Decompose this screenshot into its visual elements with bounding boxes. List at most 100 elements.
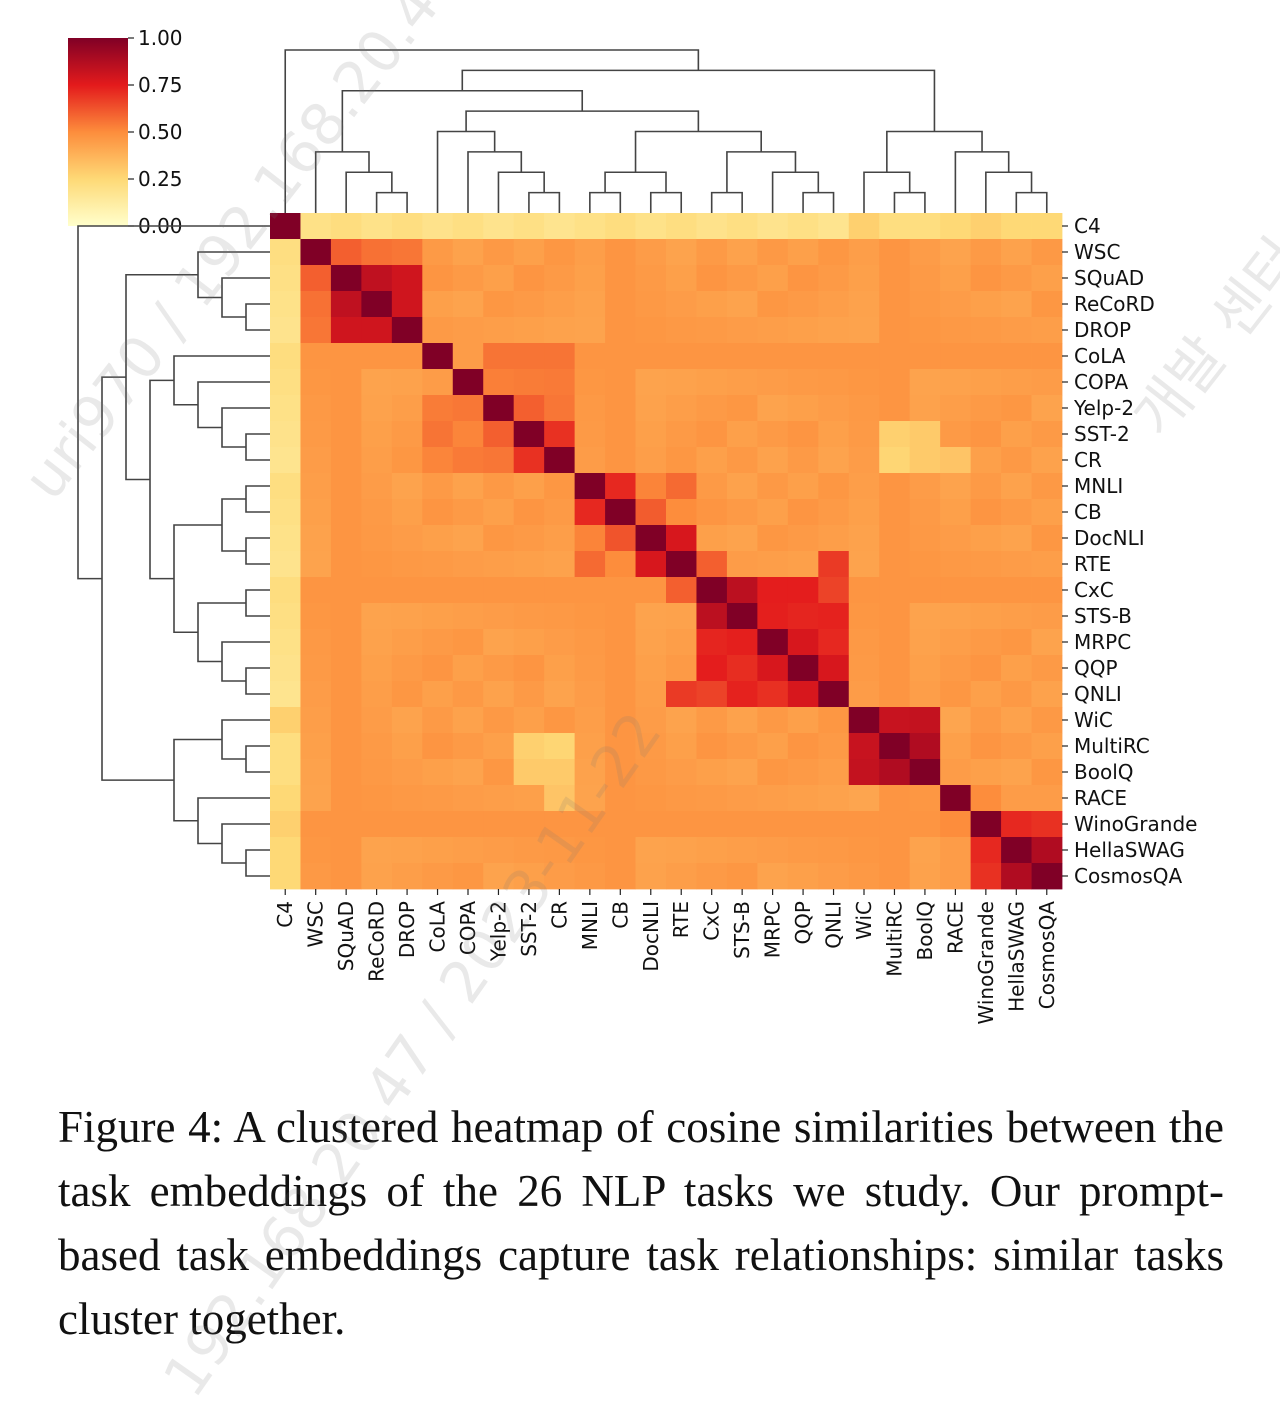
heatmap-cell-CoLA-HellaSWAG xyxy=(1001,343,1032,370)
heatmap-cell-STS-B-MultiRC xyxy=(879,603,911,630)
heatmap-cell-COPA-CB xyxy=(605,369,636,396)
heatmap-cell-DocNLI-SST-2 xyxy=(513,525,545,552)
heatmap-cell-MNLI-RTE xyxy=(666,473,697,500)
heatmap-cell-MNLI-C4 xyxy=(270,473,301,500)
heatmap-cell-CoLA-CosmosQA xyxy=(1031,343,1063,370)
heatmap-cell-WiC-SQuAD xyxy=(330,707,362,734)
heatmap-cell-WSC-C4 xyxy=(270,239,301,266)
heatmap-cell-WiC-CosmosQA xyxy=(1031,707,1063,734)
heatmap-cell-DROP-COPA xyxy=(452,317,484,344)
heatmap-cell-SST-2-MRPC xyxy=(757,421,789,448)
heatmap-cell-CxC-RTE xyxy=(666,577,697,604)
heatmap-cell-BoolQ-QQP xyxy=(787,759,819,786)
heatmap-cell-COPA-CxC xyxy=(696,369,728,396)
left-dendrogram-link xyxy=(197,251,270,299)
heatmap-cell-MRPC-SQuAD xyxy=(330,629,362,656)
heatmap-cell-COPA-WiC xyxy=(848,369,880,396)
heatmap-cell-MRPC-QNLI xyxy=(818,629,850,656)
heatmap-cell-MRPC-HellaSWAG xyxy=(1001,629,1032,656)
heatmap-cell-WiC-MNLI xyxy=(574,707,606,734)
heatmap-cell-CxC-CB xyxy=(605,577,636,604)
heatmap-cell-SQuAD-SQuAD xyxy=(330,265,362,292)
heatmap-cell-MultiRC-CB xyxy=(605,733,636,760)
top-dendrogram-link xyxy=(497,171,545,213)
heatmap-cell-ReCoRD-WinoGrande xyxy=(970,291,1002,318)
heatmap-cell-COPA-RTE xyxy=(666,369,697,396)
left-dendrogram-link xyxy=(173,524,222,634)
heatmap-cell-QNLI-ReCoRD xyxy=(361,681,393,708)
heatmap-cell-SQuAD-MultiRC xyxy=(879,265,911,292)
top-dendrogram-link xyxy=(634,130,762,173)
heatmap-cell-SQuAD-CoLA xyxy=(422,265,454,292)
heatmap-cell-WiC-C4 xyxy=(270,707,301,734)
heatmap-cell-STS-B-CB xyxy=(605,603,636,630)
heatmap-cell-MNLI-MRPC xyxy=(757,473,789,500)
heatmap-cell-MultiRC-CoLA xyxy=(422,733,454,760)
heatmap-cell-WiC-MRPC xyxy=(757,707,789,734)
heatmap-cell-QQP-CosmosQA xyxy=(1031,655,1063,682)
heatmap-cell-CoLA-CxC xyxy=(696,343,728,370)
top-dendrogram-link xyxy=(863,171,911,213)
col-label-CxC: CxC xyxy=(700,901,724,941)
heatmap-cell-MRPC-CosmosQA xyxy=(1031,629,1063,656)
heatmap-cell-SQuAD-WinoGrande xyxy=(970,265,1002,292)
heatmap-cell-RTE-MNLI xyxy=(574,551,606,578)
top-dendrogram-link xyxy=(1015,191,1048,213)
row-label-CoLA: CoLA xyxy=(1074,344,1126,368)
heatmap-cell-QQP-ReCoRD xyxy=(361,655,393,682)
heatmap-cell-C4-WiC xyxy=(848,213,880,240)
heatmap-cell-CxC-CoLA xyxy=(422,577,454,604)
heatmap-cell-QNLI-CosmosQA xyxy=(1031,681,1063,708)
heatmap-cell-RTE-DocNLI xyxy=(635,551,667,578)
heatmap-cell-MultiRC-DocNLI xyxy=(635,733,667,760)
heatmap-cell-C4-DROP xyxy=(391,213,423,240)
heatmap-cell-BoolQ-CxC xyxy=(696,759,728,786)
heatmap-cell-STS-B-ReCoRD xyxy=(361,603,393,630)
heatmap-cell-STS-B-SQuAD xyxy=(330,603,362,630)
heatmap-cell-DROP-WSC xyxy=(300,317,332,344)
heatmap-cell-SQuAD-WiC xyxy=(848,265,880,292)
heatmap-cell-HellaSWAG-SQuAD xyxy=(330,837,362,864)
heatmap-cell-BoolQ-SST-2 xyxy=(513,759,545,786)
heatmap-cell-QQP-DocNLI xyxy=(635,655,667,682)
heatmap-cell-DocNLI-RACE xyxy=(940,525,972,552)
heatmap-cell-WSC-CxC xyxy=(696,239,728,266)
heatmap-cell-RACE-RTE xyxy=(666,785,697,812)
heatmap-cell-MultiRC-RTE xyxy=(666,733,697,760)
heatmap-cell-COPA-QQP xyxy=(787,369,819,396)
heatmap-cell-CxC-CxC xyxy=(696,577,728,604)
heatmap-cell-WinoGrande-Yelp-2 xyxy=(483,811,515,838)
row-label-Yelp-2: Yelp-2 xyxy=(1073,396,1134,420)
heatmap-cell-QQP-QQP xyxy=(787,655,819,682)
heatmap-cell-CosmosQA-HellaSWAG xyxy=(1001,863,1032,890)
heatmap-cell-DocNLI-CosmosQA xyxy=(1031,525,1063,552)
heatmap-cell-SST-2-WinoGrande xyxy=(970,421,1002,448)
heatmap-cell-COPA-HellaSWAG xyxy=(1001,369,1032,396)
heatmap-cell-CosmosQA-STS-B xyxy=(726,863,758,890)
heatmap-cell-CosmosQA-CR xyxy=(544,863,576,890)
heatmap-cell-SST-2-CR xyxy=(544,421,576,448)
heatmap-cell-ReCoRD-CoLA xyxy=(422,291,454,318)
heatmap-cell-MNLI-CR xyxy=(544,473,576,500)
heatmap-cell-Yelp-2-WinoGrande xyxy=(970,395,1002,422)
heatmap-cell-CB-CxC xyxy=(696,499,728,526)
left-dendrogram-link xyxy=(221,823,270,864)
heatmap-cell-BoolQ-HellaSWAG xyxy=(1001,759,1032,786)
heatmap-cell-WiC-CR xyxy=(544,707,576,734)
heatmap-cell-Yelp-2-RTE xyxy=(666,395,697,422)
heatmap-cell-MNLI-WinoGrande xyxy=(970,473,1002,500)
heatmap-cell-RACE-CoLA xyxy=(422,785,454,812)
heatmap-cell-CxC-DocNLI xyxy=(635,577,667,604)
heatmap-cell-CR-CxC xyxy=(696,447,728,474)
heatmap-cell-SQuAD-ReCoRD xyxy=(361,265,393,292)
heatmap-cell-DocNLI-ReCoRD xyxy=(361,525,393,552)
heatmap-cell-C4-C4 xyxy=(270,213,301,240)
heatmap-cell-WiC-HellaSWAG xyxy=(1001,707,1032,734)
heatmap-cell-SST-2-SQuAD xyxy=(330,421,362,448)
heatmap-cell-CB-WinoGrande xyxy=(970,499,1002,526)
heatmap-cell-CB-MultiRC xyxy=(879,499,911,526)
heatmap-cell-RTE-QQP xyxy=(787,551,819,578)
heatmap-cell-QQP-WiC xyxy=(848,655,880,682)
heatmap-cell-QQP-SST-2 xyxy=(513,655,545,682)
heatmap-cell-STS-B-RACE xyxy=(940,603,972,630)
